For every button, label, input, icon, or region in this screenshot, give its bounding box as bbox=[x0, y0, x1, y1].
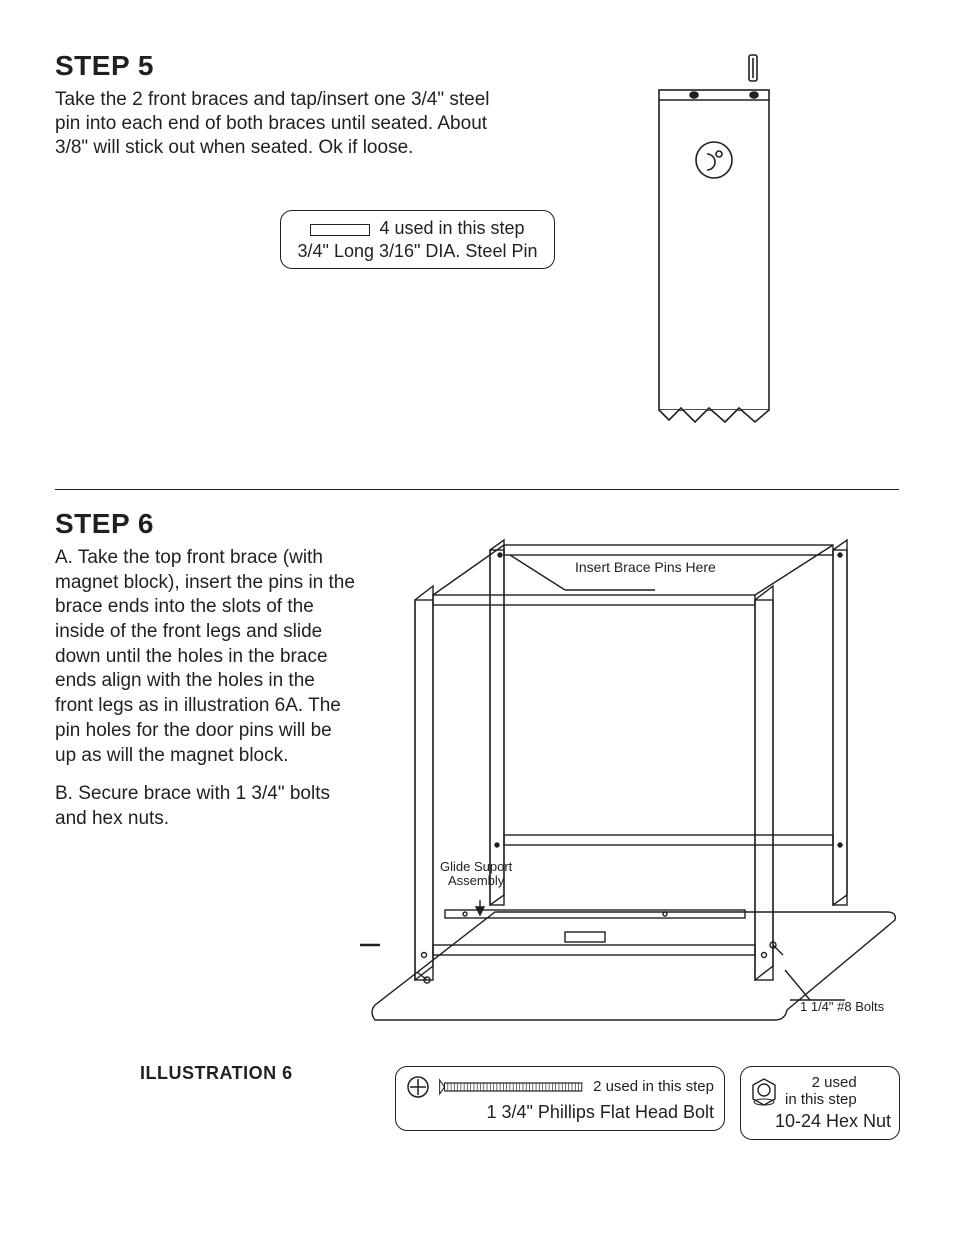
illustration6-label: ILLUSTRATION 6 bbox=[140, 1063, 293, 1084]
hex-nut-icon bbox=[749, 1077, 779, 1107]
hexnut-callout: 2 used in this step 10-24 Hex Nut bbox=[740, 1066, 900, 1140]
nut-qty: 2 used in this step bbox=[785, 1075, 857, 1108]
phillips-head-icon bbox=[406, 1075, 430, 1099]
instruction-page: STEP 5 Take the 2 front braces and tap/i… bbox=[0, 0, 954, 1235]
bolt-qty: 2 used in this step bbox=[593, 1079, 714, 1096]
annotation-bolts: 1 1/4" #8 Bolts bbox=[800, 1000, 884, 1014]
bolt-shaft-icon bbox=[438, 1078, 585, 1096]
callout-pin-spec: 3/4" Long 3/16" DIA. Steel Pin bbox=[291, 240, 544, 263]
step5-body: Take the 2 front braces and tap/insert o… bbox=[55, 88, 495, 159]
bolt-callout: 2 used in this step 1 3/4" Phillips Flat… bbox=[395, 1066, 725, 1131]
annotation-glide-support: Glide Suport Assembly bbox=[440, 860, 512, 889]
step6-para-a: A. Take the top front brace (with magnet… bbox=[55, 546, 355, 768]
steel-pin-icon bbox=[310, 224, 370, 236]
callout-line1: 4 used in this step bbox=[291, 217, 544, 240]
steel-pin-callout: 4 used in this step 3/4" Long 3/16" DIA.… bbox=[280, 210, 555, 269]
step6-section: STEP 6 A. Take the top front brace (with… bbox=[55, 490, 899, 832]
step5-section: STEP 5 Take the 2 front braces and tap/i… bbox=[55, 50, 899, 490]
annot-glide-l1: Glide Suport bbox=[440, 859, 512, 874]
step6-para-b: B. Secure brace with 1 3/4" bolts and he… bbox=[55, 782, 355, 831]
brace-illustration bbox=[619, 50, 799, 450]
nut-spec: 10-24 Hex Nut bbox=[749, 1110, 891, 1133]
frame-illustration bbox=[355, 500, 915, 1060]
nut-qty-l1: 2 used bbox=[812, 1074, 857, 1091]
annotation-insert-pins: Insert Brace Pins Here bbox=[575, 560, 716, 575]
nut-qty-l2: in this step bbox=[785, 1091, 857, 1108]
annot-glide-l2: Assembly bbox=[448, 873, 504, 888]
step6-body: A. Take the top front brace (with magnet… bbox=[55, 546, 355, 832]
bolt-spec: 1 3/4" Phillips Flat Head Bolt bbox=[406, 1101, 714, 1124]
callout-pin-qty: 4 used in this step bbox=[379, 218, 524, 238]
